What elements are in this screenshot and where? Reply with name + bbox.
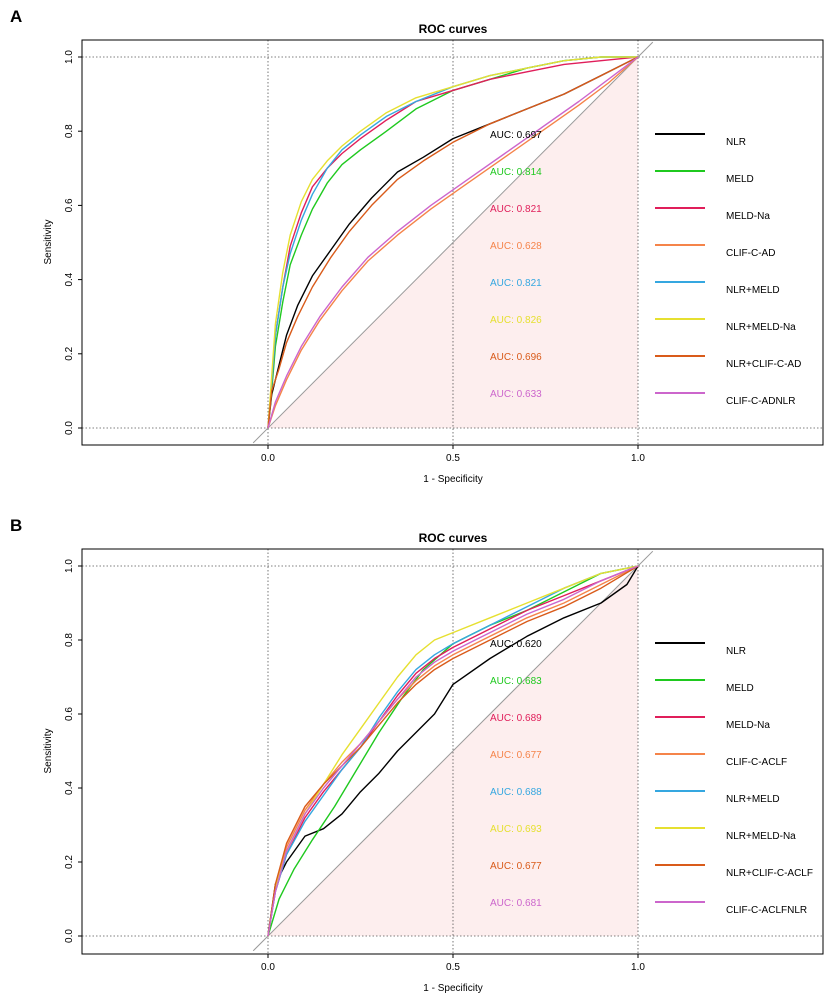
y-axis-label: Sensitivity <box>43 219 54 264</box>
chance-diagonal-line <box>252 41 654 444</box>
legend-label: NLR+MELD <box>726 285 780 296</box>
legend-label: MELD <box>726 174 754 185</box>
panel-letter: B <box>10 516 22 535</box>
y-tick-label: 0.6 <box>64 198 75 212</box>
auc-label: AUC: 0.633 <box>490 389 542 400</box>
y-tick-label: 0.8 <box>64 124 75 138</box>
legend-label: CLIF-C-AD <box>726 248 775 259</box>
legend-label: CLIF-C-ADNLR <box>726 396 795 407</box>
auc-label: AUC: 0.826 <box>490 315 542 326</box>
plot-area: 0.0 0.5 1.0 0.0 0.2 0.4 0.6 0.8 1.0 AUC: 0.620 NLR… <box>64 548 824 973</box>
roc-curve-line <box>267 56 639 429</box>
chance-diagonal-line <box>252 550 654 952</box>
legend-label: NLR <box>726 137 746 148</box>
auc-label: AUC: 0.677 <box>490 750 542 761</box>
y-tick-label: 0.4 <box>64 781 75 795</box>
y-tick-label: 0.8 <box>64 633 75 647</box>
x-tick-label: 1.0 <box>631 453 645 464</box>
x-tick-label: 0.0 <box>261 453 275 464</box>
auc-label: AUC: 0.697 <box>490 130 542 141</box>
auc-label: AUC: 0.683 <box>490 676 542 687</box>
panel-b: B ROC curves 0.0 0.5 1.0 0.0 0.2 0.4 0.6 0.8 1.0… <box>10 516 824 994</box>
auc-label: AUC: 0.693 <box>490 824 542 835</box>
auc-label: AUC: 0.814 <box>490 167 542 178</box>
legend-label: NLR+CLIF-C-AD <box>726 359 801 370</box>
legend-label: MELD-Na <box>726 720 770 731</box>
legend-label: NLR+MELD <box>726 794 780 805</box>
panel-a: A ROC curves 0.0 0.5 1.0 0.0 0.2 0.4 0.6 0.8 1.0… <box>10 7 824 485</box>
y-tick-label: 0.0 <box>64 421 75 435</box>
auc-label: AUC: 0.821 <box>490 204 542 215</box>
auc-label: AUC: 0.689 <box>490 713 542 724</box>
x-tick-label: 0.5 <box>446 962 460 973</box>
y-tick-label: 0.2 <box>64 855 75 869</box>
y-tick-label: 0.0 <box>64 929 75 943</box>
legend-label: CLIF-C-ACLF <box>726 757 787 768</box>
roc-curve-line <box>267 56 639 429</box>
auc-label: AUC: 0.696 <box>490 352 542 363</box>
legend-label: NLR+CLIF-C-ACLF <box>726 868 813 879</box>
auc-label: AUC: 0.677 <box>490 861 542 872</box>
legend-label: NLR+MELD-Na <box>726 322 796 333</box>
legend-label: NLR <box>726 646 746 657</box>
y-tick-label: 0.4 <box>64 272 75 286</box>
auc-label: AUC: 0.688 <box>490 787 542 798</box>
auc-label: AUC: 0.620 <box>490 639 542 650</box>
chart-title: ROC curves <box>419 531 488 545</box>
legend-label: MELD-Na <box>726 211 770 222</box>
roc-curve-line <box>267 565 639 937</box>
legend-label: CLIF-C-ACLFNLR <box>726 905 807 916</box>
y-tick-label: 1.0 <box>64 559 75 573</box>
roc-curve-line <box>267 56 639 429</box>
roc-curve-line <box>267 565 639 937</box>
legend-label: NLR+MELD-Na <box>726 831 796 842</box>
auc-label: AUC: 0.821 <box>490 278 542 289</box>
panel-letter: A <box>10 7 22 26</box>
y-tick-label: 0.6 <box>64 707 75 721</box>
y-axis-label: Sensitivity <box>43 728 54 773</box>
y-tick-label: 0.2 <box>64 346 75 360</box>
x-tick-label: 1.0 <box>631 962 645 973</box>
auc-label: AUC: 0.681 <box>490 898 542 909</box>
x-tick-label: 0.5 <box>446 453 460 464</box>
x-axis-label: 1 - Specificity <box>423 983 482 994</box>
roc-curve-line <box>267 565 639 937</box>
chart-title: ROC curves <box>419 22 488 36</box>
roc-curve-line <box>267 56 638 429</box>
x-axis-label: 1 - Specificity <box>423 474 482 485</box>
auc-label: AUC: 0.628 <box>490 241 542 252</box>
plot-area: 0.0 0.5 1.0 0.0 0.2 0.4 0.6 0.8 1.0 AUC: 0.697 NLR… <box>64 39 824 464</box>
legend-label: MELD <box>726 683 754 694</box>
x-tick-label: 0.0 <box>261 962 275 973</box>
roc-curve-line <box>267 565 639 937</box>
roc-curve-line <box>267 565 639 937</box>
y-tick-label: 1.0 <box>64 50 75 64</box>
